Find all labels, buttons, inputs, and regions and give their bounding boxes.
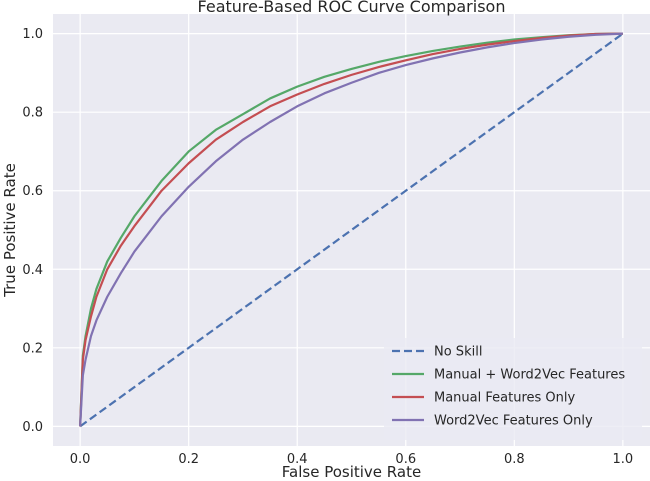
legend: No Skill Manual + Word2Vec Features Manual… xyxy=(384,338,642,440)
x-axis-label: False Positive Rate xyxy=(282,463,421,481)
y-tick-label: 0.0 xyxy=(22,420,43,435)
tick-labels: 0.0 0.2 0.4 0.6 0.8 1.0 0.0 0.2 0.4 0.6 0.8 1.0 xyxy=(22,27,633,467)
y-tick-label: 0.8 xyxy=(22,106,43,121)
x-tick-label: 0.2 xyxy=(178,452,199,467)
x-tick-label: 0.4 xyxy=(287,452,308,467)
legend-items: No Skill Manual + Word2Vec Features Manual… xyxy=(392,345,625,429)
legend-label: Manual + Word2Vec Features xyxy=(434,368,625,383)
x-tick-label: 0.8 xyxy=(504,452,525,467)
series-line-0 xyxy=(79,32,624,428)
x-tick-label: 0.6 xyxy=(395,452,416,467)
series-lines xyxy=(79,32,624,428)
y-tick-label: 0.4 xyxy=(22,263,43,278)
chart-title: Feature-Based ROC Curve Comparison xyxy=(198,0,506,16)
legend-label: No Skill xyxy=(434,345,482,360)
series-line-2 xyxy=(79,32,623,427)
y-tick-label: 0.2 xyxy=(22,341,43,356)
x-tick-label: 0.0 xyxy=(70,452,91,467)
legend-background xyxy=(384,338,642,440)
y-tick-label: 1.0 xyxy=(22,27,43,42)
legend-label: Manual Features Only xyxy=(434,391,575,406)
series-line-1 xyxy=(79,32,623,427)
series-line-3 xyxy=(79,32,623,427)
x-tick-label: 1.0 xyxy=(613,452,634,467)
y-tick-label: 0.6 xyxy=(22,184,43,199)
y-axis-label: True Positive Rate xyxy=(1,163,19,298)
legend-label: Word2Vec Features Only xyxy=(434,414,593,429)
